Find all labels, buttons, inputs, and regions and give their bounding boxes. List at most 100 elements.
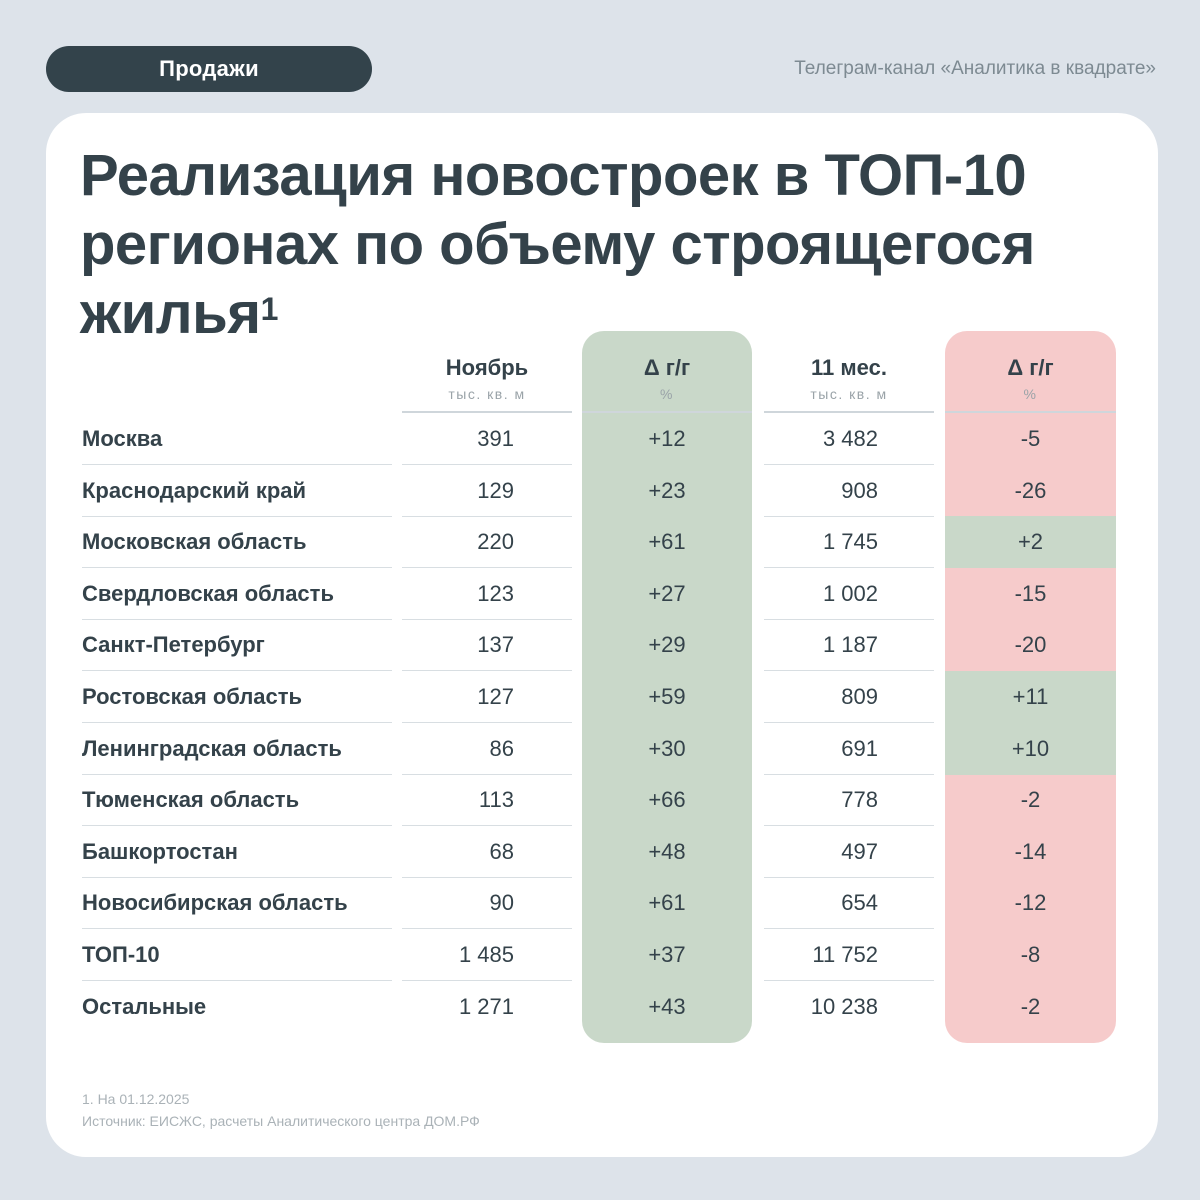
nov-change-value: +43 [648, 993, 686, 1019]
table-row: ТОП-10 1 485 +37 11 752 -8 [46, 929, 1158, 981]
column-header-11m-label: 11 мес. [811, 355, 887, 380]
nov-change-value: +23 [648, 477, 686, 503]
m11-change-value: -15 [1014, 580, 1047, 606]
column-header-nov-unit: тыс. кв. м [448, 386, 526, 402]
m11-value: 3 482 [822, 426, 878, 451]
column-header-nov-change-unit: % [660, 386, 674, 402]
row-divider [402, 567, 572, 569]
m11-value: 778 [841, 787, 878, 813]
row-divider [764, 773, 934, 775]
row-divider [82, 980, 392, 981]
table-row: Тюменская область 113 +66 778 -2 [46, 774, 1158, 827]
nov-change-value: +48 [648, 838, 686, 864]
m11-value: 1 745 [822, 529, 878, 555]
nov-value: 129 [477, 477, 514, 503]
m11-change-value: -26 [1014, 477, 1047, 503]
nov-change-value: +59 [648, 684, 686, 709]
nov-change-value: +61 [648, 529, 686, 555]
region-name: Москва [82, 426, 163, 451]
nov-change-value: +12 [648, 426, 686, 451]
region-name: Новосибирская область [82, 890, 348, 916]
row-divider [402, 928, 572, 930]
row-divider [402, 464, 572, 465]
m11-value: 1 002 [822, 580, 878, 606]
row-divider [402, 722, 572, 723]
nov-change-value: +61 [648, 890, 686, 916]
positive-change-highlight [945, 516, 1116, 569]
m11-change-value: -2 [1020, 993, 1041, 1019]
column-header-nov-change: Δ г/г % [582, 353, 752, 405]
column-header-11m-unit: тыс. кв. м [810, 386, 888, 402]
region-name: Остальные [82, 993, 207, 1019]
row-divider [764, 618, 934, 620]
row-divider [82, 670, 392, 672]
column-header-nov-label: Ноябрь [445, 355, 529, 380]
nov-value: 90 [489, 890, 514, 916]
m11-value: 809 [841, 684, 878, 709]
row-divider [82, 464, 392, 465]
row-divider [82, 515, 392, 517]
footnote-date: 1. На 01.12.2025 [82, 1091, 190, 1107]
row-divider [764, 928, 934, 930]
footnote: 1. На 01.12.2025 Источник: ЕИСЖС, расчет… [82, 1088, 480, 1132]
m11-value: 654 [841, 890, 878, 916]
column-header-nov: Ноябрь тыс. кв. м [402, 353, 572, 405]
header-divider [402, 411, 572, 413]
table-row: Остальные 1 271 +43 10 238 -2 [46, 981, 1158, 1033]
row-divider [764, 464, 934, 465]
region-name: Ленинградская область [82, 735, 342, 761]
m11-value: 10 238 [810, 993, 878, 1019]
row-divider [82, 876, 392, 878]
row-divider [764, 876, 934, 878]
title-text: Реализация новостроек в ТОП-10 регионах … [80, 143, 1035, 346]
table-row: Ленинградская область 86 +30 691 +10 [46, 722, 1158, 775]
region-name: Краснодарский край [82, 477, 307, 503]
row-divider [764, 980, 934, 981]
m11-change-value: -20 [1014, 632, 1047, 658]
title-footnote-mark: 1 [260, 291, 279, 327]
footnote-source: Источник: ЕИСЖС, расчеты Аналитического … [82, 1113, 480, 1129]
table-row: Московская область 220 +61 1 745 +2 [46, 516, 1158, 569]
table-row: Санкт-Петербург 137 +29 1 187 -20 [46, 619, 1158, 672]
m11-change-value: -2 [1020, 787, 1041, 813]
region-name: Свердловская область [82, 580, 334, 606]
nov-value: 391 [477, 426, 514, 451]
row-divider [402, 670, 572, 672]
row-divider [82, 722, 392, 723]
region-name: ТОП-10 [82, 942, 160, 967]
m11-change-value: -12 [1014, 890, 1047, 916]
nov-value: 1 485 [458, 942, 514, 967]
row-divider [764, 567, 934, 569]
header-divider [764, 411, 934, 413]
m11-value: 691 [841, 735, 878, 761]
nov-value: 1 271 [458, 993, 514, 1019]
table-row: Краснодарский край 129 +23 908 -26 [46, 465, 1158, 517]
row-divider [82, 773, 392, 775]
positive-change-highlight [945, 671, 1116, 723]
row-divider [402, 825, 572, 827]
region-name: Башкортостан [82, 838, 238, 864]
table-row: Новосибирская область 90 +61 654 -12 [46, 877, 1158, 930]
header-divider [945, 411, 1116, 413]
row-divider [82, 567, 392, 569]
column-header-nov-change-label: Δ г/г [643, 355, 691, 380]
category-badge[interactable]: Продажи [46, 46, 372, 92]
row-divider [764, 722, 934, 723]
table-row: Башкортостан 68 +48 497 -14 [46, 826, 1158, 878]
row-divider [82, 618, 392, 620]
row-divider [82, 928, 392, 930]
region-name: Тюменская область [82, 787, 300, 813]
m11-value: 497 [841, 838, 878, 864]
nov-change-value: +29 [648, 632, 686, 658]
nov-change-value: +37 [648, 942, 686, 967]
m11-value: 11 752 [812, 942, 878, 967]
region-name: Санкт-Петербург [82, 632, 265, 658]
row-divider [764, 515, 934, 517]
row-divider [764, 670, 934, 672]
m11-value: 908 [841, 477, 878, 503]
nov-value: 86 [489, 735, 514, 761]
channel-label: Телеграм-канал «Аналитика в квадрате» [794, 58, 1156, 79]
table-row: Свердловская область 123 +27 1 002 -15 [46, 568, 1158, 620]
column-header-11m-change-unit: % [1023, 386, 1038, 402]
row-divider [402, 876, 572, 878]
